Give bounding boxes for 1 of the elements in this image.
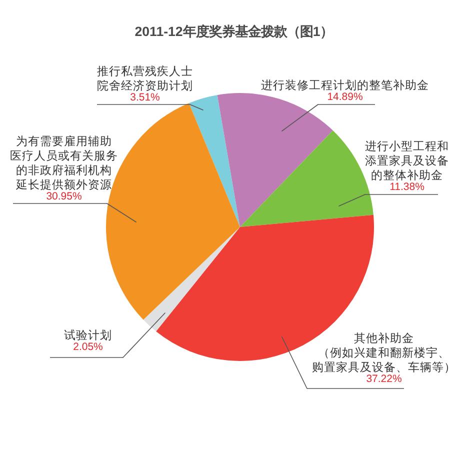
title: 2011-12年度奖券基金拨款（图1） [134,24,334,39]
